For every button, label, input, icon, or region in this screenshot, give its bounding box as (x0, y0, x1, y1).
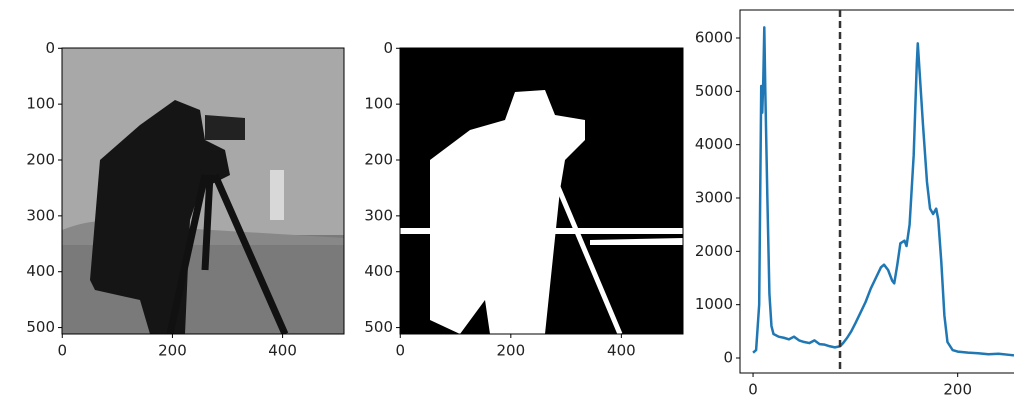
y-tick-label: 500 (364, 318, 393, 336)
photo (62, 48, 344, 334)
line-series (753, 27, 1014, 355)
x-tick-label: 0 (396, 342, 406, 360)
y-tick-label: 200 (26, 150, 55, 168)
y-tick-label: 1000 (695, 295, 733, 313)
x-tick-label: 0 (58, 342, 68, 360)
y-tick-label: 400 (364, 262, 393, 280)
y-tick-label: 4000 (695, 135, 733, 153)
y-tick-label: 6000 (695, 29, 733, 47)
axes-frame (740, 10, 1014, 373)
y-tick-label: 100 (364, 95, 393, 113)
y-tick-label: 0 (45, 39, 55, 57)
y-tick-label: 200 (364, 150, 393, 168)
y-tick-label: 3000 (695, 189, 733, 207)
x-tick-label: 400 (607, 342, 636, 360)
x-tick-label: 200 (158, 342, 187, 360)
y-tick-label: 5000 (695, 82, 733, 100)
x-tick-label: 0 (748, 381, 758, 399)
x-tick-label: 200 (497, 342, 526, 360)
y-tick-label: 100 (26, 95, 55, 113)
x-tick-label: 400 (268, 342, 297, 360)
binary-photo (400, 48, 683, 334)
figure: 0200400010020030040050002004000100200300… (0, 0, 1014, 403)
y-tick-label: 500 (26, 318, 55, 336)
y-tick-label: 300 (26, 206, 55, 224)
y-tick-label: 0 (383, 39, 393, 57)
y-tick-label: 400 (26, 262, 55, 280)
y-tick-label: 0 (723, 349, 733, 367)
y-tick-label: 2000 (695, 242, 733, 260)
y-tick-label: 300 (364, 206, 393, 224)
x-tick-label: 200 (943, 381, 972, 399)
